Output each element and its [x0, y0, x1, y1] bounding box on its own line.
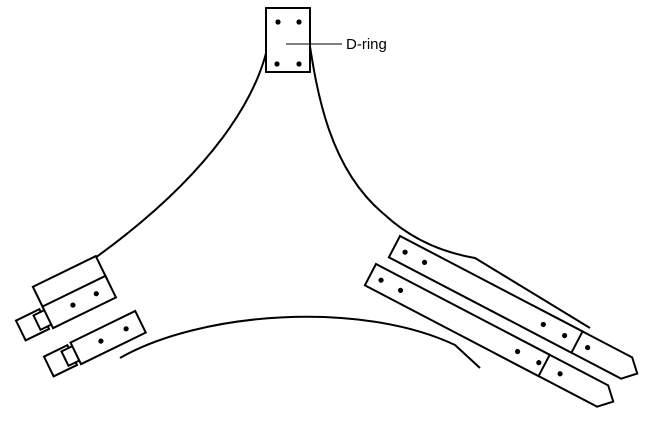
strap-hole	[540, 321, 546, 328]
strap-hole	[70, 302, 76, 308]
strap-hole	[402, 249, 408, 255]
strap-hole	[93, 291, 99, 297]
strap-hole	[561, 332, 568, 339]
strap-hole	[585, 345, 591, 351]
right-strap-upper	[387, 234, 639, 380]
d-ring-label: D-ring	[346, 36, 387, 53]
strap-hole	[378, 277, 384, 283]
strap-hole	[123, 326, 129, 332]
strap-hole	[98, 338, 104, 344]
strap-band	[363, 262, 552, 378]
strap-band	[41, 274, 118, 330]
strap-hole	[514, 348, 521, 355]
left-strap-upper	[14, 254, 118, 342]
strap-band	[387, 234, 584, 355]
left-strap-lower	[42, 309, 148, 378]
rivet	[274, 61, 280, 67]
d-ring-plate	[265, 7, 311, 73]
d-ring-tab	[265, 7, 311, 73]
harness-body-outline	[41, 32, 591, 369]
rivet	[275, 19, 281, 25]
strap-hole	[536, 360, 542, 366]
strap-band	[69, 309, 148, 366]
strap-hole	[421, 259, 428, 265]
strap-hole	[397, 287, 404, 293]
rivet	[296, 61, 302, 67]
strap-hole	[557, 371, 563, 377]
right-strap-lower	[363, 262, 615, 408]
rivet	[296, 19, 302, 25]
